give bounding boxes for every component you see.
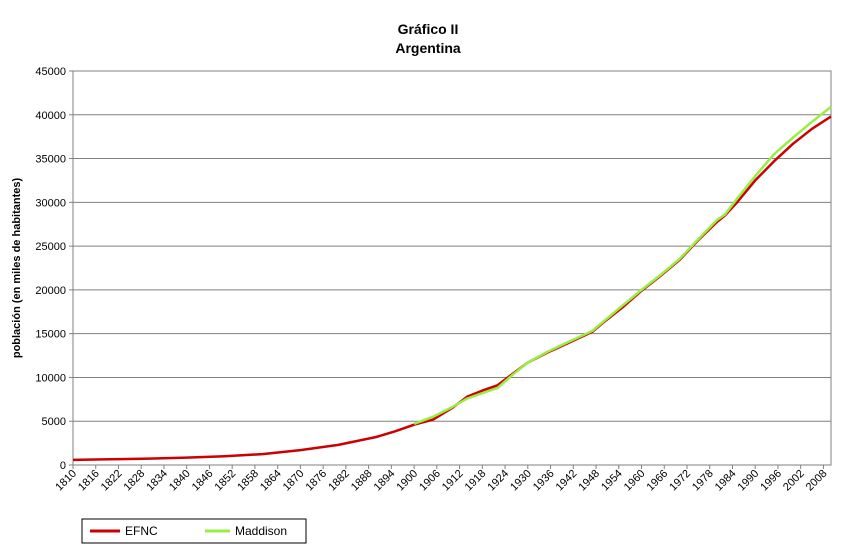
x-tick-label: 1840 (167, 468, 193, 494)
plot-area (72, 70, 832, 466)
x-tick-label: 1858 (235, 468, 261, 494)
y-tick-label: 5000 (42, 416, 66, 428)
x-tick-label: 1966 (645, 468, 671, 494)
series-lines (72, 105, 832, 462)
y-tick-label: 25000 (35, 241, 66, 253)
x-tick-label: 1834 (144, 468, 170, 494)
x-tick-labels: 1810181618221828183418401846185218581864… (53, 465, 830, 494)
x-tick-label: 1912 (440, 468, 466, 494)
legend-label-maddison: Maddison (235, 524, 287, 538)
chart-subtitle: Argentina (395, 40, 461, 56)
chart-title: Gráfico II (398, 21, 459, 37)
y-tick-label: 15000 (35, 329, 66, 341)
x-tick-label: 1828 (122, 468, 148, 494)
x-tick-label: 1996 (758, 468, 784, 494)
y-tick-label: 0 (60, 460, 66, 472)
x-tick-label: 1894 (372, 468, 398, 494)
x-tick-label: 1918 (463, 468, 489, 494)
x-tick-label: 1942 (554, 468, 580, 494)
x-tick-label: 1852 (213, 468, 239, 494)
y-tick-labels: 0 5000 10000 15000 20000 25000 30000 35000 40000… (35, 66, 73, 472)
y-tick-label: 10000 (35, 372, 66, 384)
x-tick-label: 1888 (349, 468, 375, 494)
x-tick-label: 1978 (690, 468, 716, 494)
x-tick-label: 1882 (326, 468, 352, 494)
x-tick-label: 1930 (508, 468, 534, 494)
legend: EFNC Maddison (81, 518, 307, 544)
x-tick-label: 1846 (190, 468, 216, 494)
x-tick-label: 1864 (258, 468, 284, 494)
x-tick-label: 1810 (53, 468, 79, 494)
y-tick-label: 45000 (35, 66, 66, 78)
x-tick-label: 1924 (485, 468, 511, 494)
x-tick-label: 1900 (394, 468, 420, 494)
legend-label-efnc: EFNC (125, 524, 158, 538)
x-tick-label: 2002 (781, 468, 807, 494)
x-tick-label: 1906 (417, 468, 443, 494)
x-tick-label: 1954 (599, 468, 625, 494)
x-tick-label: 1870 (281, 468, 307, 494)
x-tick-label: 1822 (99, 468, 125, 494)
x-tick-label: 1990 (736, 468, 762, 494)
x-tick-label: 1816 (76, 468, 102, 494)
series-line-maddison (413, 105, 832, 425)
x-tick-label: 1936 (531, 468, 557, 494)
y-tick-label: 20000 (35, 285, 66, 297)
y-axis-label: población (en miles de habitantes) (11, 178, 23, 359)
grid-lines (73, 114, 831, 422)
y-tick-label: 35000 (35, 154, 66, 166)
x-tick-label: 2008 (804, 468, 830, 494)
y-tick-label: 40000 (35, 110, 66, 122)
x-tick-label: 1984 (713, 468, 739, 494)
y-tick-label: 30000 (35, 197, 66, 209)
x-tick-label: 1876 (303, 468, 329, 494)
x-tick-label: 1972 (667, 468, 693, 494)
x-tick-label: 1960 (622, 468, 648, 494)
x-tick-label: 1948 (576, 468, 602, 494)
